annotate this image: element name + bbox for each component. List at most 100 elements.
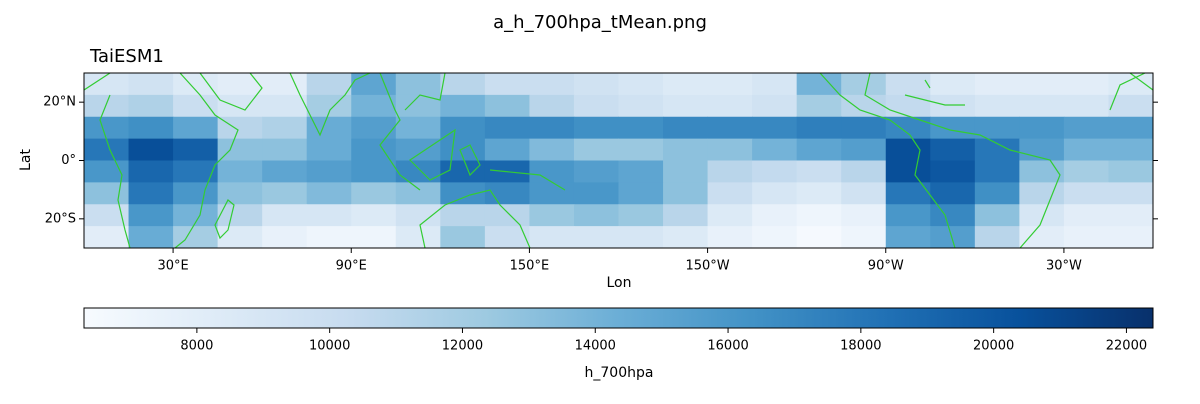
- heat-cell: [84, 73, 130, 96]
- heat-cell: [573, 94, 619, 118]
- heat-cell: [217, 73, 263, 96]
- coast-islands: [409, 128, 566, 191]
- colorbar-tick-label: 16000: [707, 339, 748, 354]
- heat-cell: [1019, 226, 1065, 249]
- heat-cell: [796, 94, 842, 118]
- heat-cell: [752, 204, 798, 227]
- heat-cell: [128, 160, 174, 183]
- heat-cell: [306, 204, 352, 227]
- heat-cell: [440, 226, 486, 249]
- heat-cell: [930, 182, 976, 205]
- heat-cell: [796, 160, 842, 183]
- colorbar: [83, 307, 1154, 329]
- heat-cell: [217, 94, 263, 118]
- heat-cell: [395, 226, 441, 249]
- heat-cell: [1063, 73, 1109, 96]
- colorbar-tick-label: 10000: [309, 339, 350, 354]
- heat-cell: [707, 204, 753, 227]
- heat-cell: [974, 94, 1020, 118]
- heat-cell: [440, 182, 486, 205]
- heat-cell: [1063, 138, 1109, 161]
- heat-cell: [752, 226, 798, 249]
- heat-cell: [529, 204, 575, 227]
- heat-cell: [395, 73, 441, 96]
- x-tick-label: 30°W: [1046, 259, 1082, 274]
- heat-cell: [484, 73, 530, 96]
- heat-cell: [262, 138, 308, 161]
- heat-cell: [885, 116, 931, 140]
- coast-madagascar: [214, 199, 235, 240]
- heat-cell: [752, 138, 798, 161]
- chart-title: a_h_700hpa_tMean.png: [493, 12, 707, 33]
- heat-cell: [707, 160, 753, 183]
- heat-cell: [84, 182, 130, 205]
- heat-cell: [796, 226, 842, 249]
- heat-cell: [1108, 73, 1154, 96]
- heat-cell: [663, 138, 709, 161]
- coast-caribbean: [904, 79, 965, 106]
- heat-cell: [1019, 73, 1065, 96]
- coast-australia: [419, 189, 531, 248]
- heat-cell: [841, 226, 887, 249]
- heat-cell: [573, 116, 619, 140]
- heat-cell: [930, 116, 976, 140]
- heat-cell: [841, 182, 887, 205]
- heat-cell: [440, 116, 486, 140]
- heat-cell: [1108, 226, 1154, 249]
- heat-cell: [752, 116, 798, 140]
- heat-cell: [796, 204, 842, 227]
- heat-cell: [1063, 160, 1109, 183]
- colorbar-tick-label: 12000: [442, 339, 483, 354]
- heat-cell: [484, 116, 530, 140]
- coast-seasia: [379, 73, 446, 191]
- heat-cell: [573, 138, 619, 161]
- heat-cell: [351, 116, 397, 140]
- heat-cell: [173, 160, 219, 183]
- heat-cell: [351, 160, 397, 183]
- x-tick-label: 150°E: [510, 259, 550, 274]
- heat-cell: [752, 182, 798, 205]
- heat-cell: [440, 73, 486, 96]
- x-tick-label: 90°E: [336, 259, 367, 274]
- heat-cell: [84, 138, 130, 161]
- heat-cell: [351, 204, 397, 227]
- heat-cell: [1063, 94, 1109, 118]
- heat-cell: [1019, 94, 1065, 118]
- heat-cell: [707, 138, 753, 161]
- heat-cell: [974, 138, 1020, 161]
- heat-cell: [529, 226, 575, 249]
- heat-cell: [306, 138, 352, 161]
- coast-africa-west: [1109, 73, 1153, 111]
- x-tick-label: 30°E: [157, 259, 188, 274]
- heat-cell: [1019, 204, 1065, 227]
- colorbar-label: h_700hpa: [585, 365, 654, 381]
- heat-cell: [217, 204, 263, 227]
- heat-cell: [707, 116, 753, 140]
- heat-cell: [351, 73, 397, 96]
- heat-cell: [529, 94, 575, 118]
- heat-cell: [707, 73, 753, 96]
- heat-cell: [573, 226, 619, 249]
- heat-cell: [484, 226, 530, 249]
- coast-india: [289, 73, 371, 137]
- heat-cell: [1063, 116, 1109, 140]
- heat-cell: [663, 204, 709, 227]
- heat-cell: [351, 94, 397, 118]
- heat-cell: [974, 204, 1020, 227]
- heat-cell: [796, 182, 842, 205]
- heat-cell: [173, 204, 219, 227]
- heat-cell: [173, 182, 219, 205]
- heat-cell: [306, 116, 352, 140]
- heat-cell: [1108, 94, 1154, 118]
- heat-cell: [173, 226, 219, 249]
- heat-cell: [796, 116, 842, 140]
- heat-cell: [1108, 138, 1154, 161]
- colorbar-tick-label: 18000: [840, 339, 881, 354]
- heat-cell: [930, 73, 976, 96]
- heat-cell: [573, 204, 619, 227]
- heat-cell: [128, 182, 174, 205]
- heat-cell: [885, 204, 931, 227]
- heat-cell: [306, 73, 352, 96]
- heat-cell: [930, 138, 976, 161]
- heat-cell: [841, 73, 887, 96]
